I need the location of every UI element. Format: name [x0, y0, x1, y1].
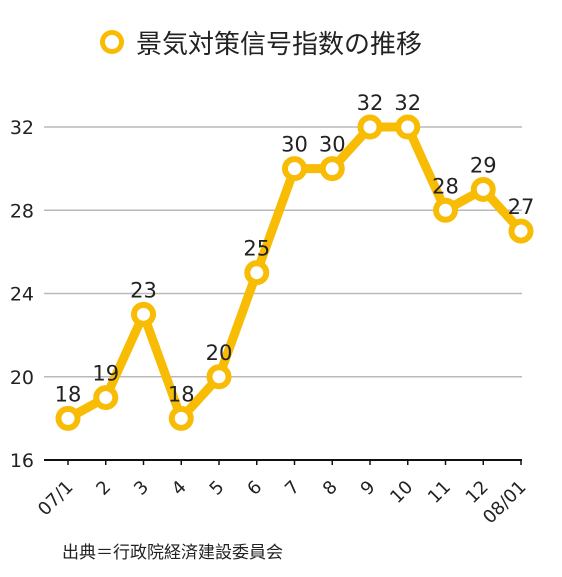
x-tick-label-4: 5: [206, 477, 229, 500]
y-tick-label-32: 32: [10, 117, 34, 139]
x-tick-label-0: 07/1: [34, 477, 77, 520]
data-label-4: 20: [206, 341, 233, 365]
x-tick-label-5: 6: [243, 477, 266, 500]
x-tick-label-3: 4: [168, 477, 191, 500]
data-label-6: 30: [281, 133, 308, 157]
data-label-12: 27: [508, 195, 535, 219]
data-point-1: [93, 385, 119, 411]
data-point-10: [433, 197, 458, 223]
data-point-8: [357, 114, 383, 140]
y-tick-label-28: 28: [10, 200, 34, 222]
legend: 景気対策信号指数の推移: [100, 24, 422, 60]
source-note: 出典＝行政院経済建設委員会: [62, 543, 283, 563]
y-tick-labels: 16 20 24 28 32: [10, 117, 34, 472]
x-tick-label-2: 3: [130, 477, 153, 500]
x-tick-label-7: 8: [319, 477, 342, 500]
y-tick-label-20: 20: [10, 367, 34, 389]
data-label-9: 32: [394, 91, 421, 115]
y-tick-label-16: 16: [10, 450, 34, 472]
data-labels: 18 19 23 18 20 25 30 30 32 32 28 29 27: [55, 91, 535, 406]
data-points: [55, 114, 534, 431]
data-point-4: [206, 364, 232, 390]
data-point-12: [508, 218, 534, 244]
y-tick-label-24: 24: [10, 284, 34, 306]
data-label-8: 32: [357, 91, 384, 115]
data-label-7: 30: [319, 133, 346, 157]
data-label-1: 19: [92, 362, 119, 386]
data-label-0: 18: [55, 382, 82, 406]
data-point-6: [282, 156, 307, 182]
data-point-2: [131, 301, 156, 327]
x-tick-label-10: 11: [424, 477, 455, 508]
legend-label: 景気対策信号指数の推移: [136, 29, 423, 60]
data-point-3: [168, 405, 194, 431]
data-label-11: 29: [470, 153, 497, 177]
data-label-5: 25: [243, 237, 270, 261]
data-label-10: 28: [432, 174, 459, 198]
x-tick-label-8: 9: [357, 477, 380, 500]
data-point-0: [55, 405, 81, 431]
x-tick-label-6: 7: [281, 477, 304, 500]
x-tick-label-1: 2: [92, 477, 115, 500]
x-tick-label-12: 08/01: [479, 477, 531, 529]
data-label-2: 23: [130, 278, 157, 302]
data-label-3: 18: [168, 382, 195, 406]
data-point-7: [319, 156, 345, 182]
x-tick-label-9: 10: [386, 477, 417, 508]
legend-marker-icon: [100, 30, 124, 54]
data-point-5: [244, 260, 270, 286]
data-point-11: [470, 176, 496, 202]
data-point-9: [395, 114, 421, 140]
axes: [44, 459, 522, 465]
